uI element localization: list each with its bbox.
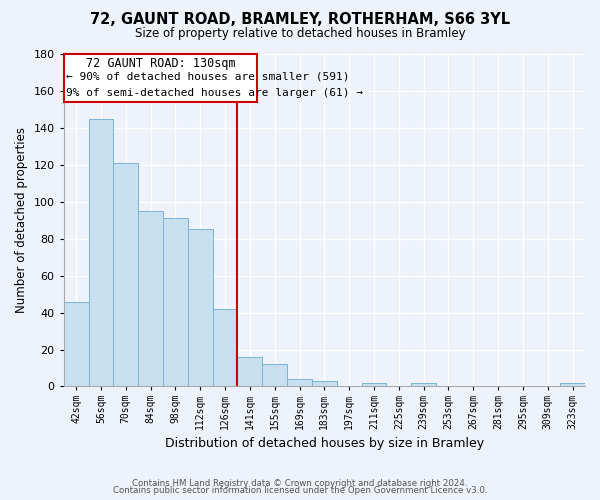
Bar	[138, 211, 163, 386]
Text: Size of property relative to detached houses in Bramley: Size of property relative to detached ho…	[134, 28, 466, 40]
Bar	[188, 230, 212, 386]
Bar	[212, 309, 238, 386]
Y-axis label: Number of detached properties: Number of detached properties	[15, 127, 28, 313]
Bar	[238, 357, 262, 386]
Bar	[89, 118, 113, 386]
Text: 72, GAUNT ROAD, BRAMLEY, ROTHERHAM, S66 3YL: 72, GAUNT ROAD, BRAMLEY, ROTHERHAM, S66 …	[90, 12, 510, 28]
Bar	[362, 383, 386, 386]
Text: 72 GAUNT ROAD: 130sqm: 72 GAUNT ROAD: 130sqm	[86, 57, 235, 70]
Bar	[411, 383, 436, 386]
Bar	[312, 381, 337, 386]
Text: Contains public sector information licensed under the Open Government Licence v3: Contains public sector information licen…	[113, 486, 487, 495]
Text: 9% of semi-detached houses are larger (61) →: 9% of semi-detached houses are larger (6…	[66, 88, 363, 98]
Bar	[262, 364, 287, 386]
Bar	[287, 379, 312, 386]
Bar	[560, 383, 585, 386]
Text: Contains HM Land Registry data © Crown copyright and database right 2024.: Contains HM Land Registry data © Crown c…	[132, 478, 468, 488]
X-axis label: Distribution of detached houses by size in Bramley: Distribution of detached houses by size …	[165, 437, 484, 450]
Text: ← 90% of detached houses are smaller (591): ← 90% of detached houses are smaller (59…	[66, 71, 350, 81]
Bar	[163, 218, 188, 386]
FancyBboxPatch shape	[64, 54, 257, 102]
Bar	[64, 302, 89, 386]
Bar	[113, 163, 138, 386]
